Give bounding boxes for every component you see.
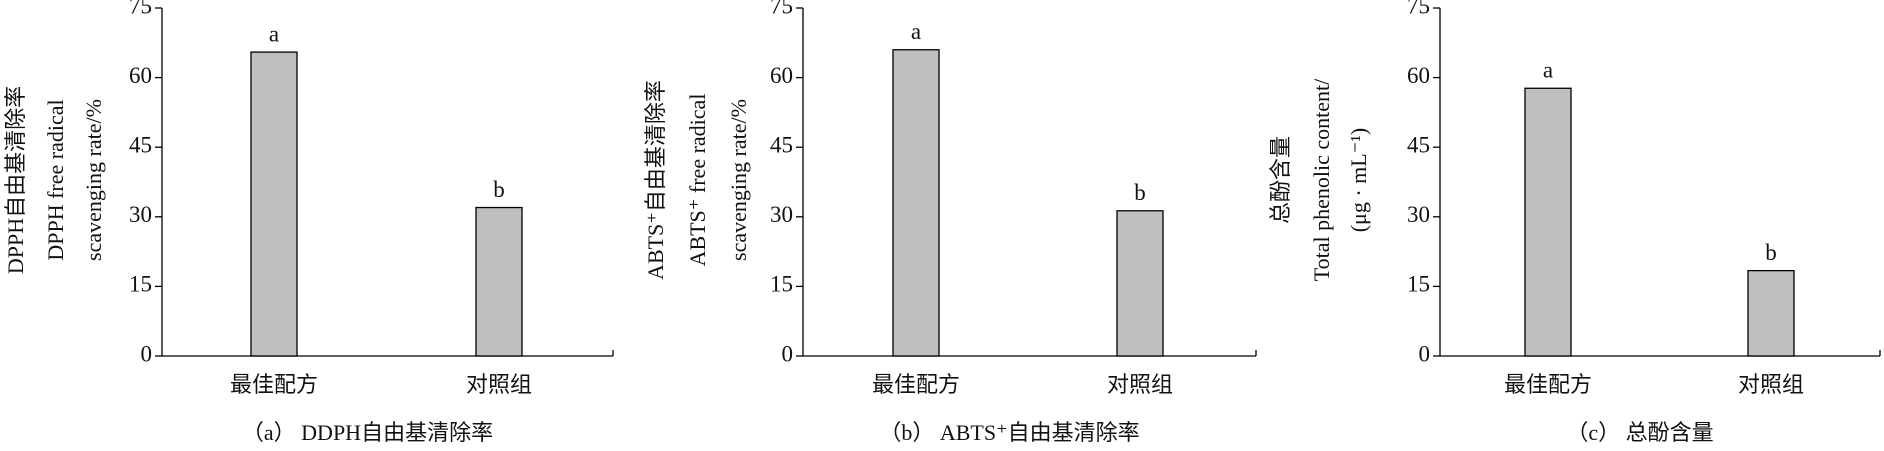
bar-annotation: b (493, 177, 505, 202)
y-axis-label: DPPH自由基清除率 (3, 86, 28, 274)
y-tick-label: 0 (141, 341, 153, 366)
y-axis-label: DPPH free radical (43, 99, 68, 260)
y-tick-label: 75 (1407, 0, 1430, 18)
y-tick-label: 45 (129, 132, 152, 157)
y-tick-label: 15 (770, 272, 793, 297)
bar (475, 206, 523, 357)
bar (250, 51, 298, 357)
y-axis-label: scavenging rate/% (81, 99, 106, 261)
bar-annotation: a (1543, 58, 1553, 83)
bar (1524, 87, 1572, 357)
y-tick-label: 60 (770, 63, 793, 88)
y-axis-label: (μg · mL⁻¹) (1346, 128, 1371, 233)
caption: （c） 总酚含量 (1566, 420, 1713, 445)
bar-annotation: b (1134, 180, 1146, 205)
y-axis-label: scavenging rate/% (726, 99, 751, 261)
x-tick-label: 最佳配方 (230, 372, 318, 397)
bar-annotation: a (269, 21, 279, 46)
y-tick-label: 30 (129, 202, 152, 227)
y-tick-label: 60 (129, 63, 152, 88)
y-axis-label: Total phenolic content/ (1309, 78, 1334, 281)
x-tick-label: 对照组 (1738, 372, 1804, 397)
caption: （b） ABTS⁺自由基清除率 (879, 420, 1139, 445)
x-tick-label: 对照组 (1107, 372, 1173, 397)
x-tick-label: 最佳配方 (872, 372, 960, 397)
x-tick-label: 对照组 (466, 372, 532, 397)
y-tick-label: 75 (770, 0, 793, 18)
y-tick-label: 0 (782, 341, 794, 366)
bar (1747, 269, 1795, 357)
bar-annotation: a (911, 19, 921, 44)
y-tick-label: 0 (1419, 341, 1431, 366)
y-tick-label: 15 (129, 272, 152, 297)
y-axis-label: ABTS⁺自由基清除率 (643, 80, 668, 280)
y-tick-label: 75 (129, 0, 152, 18)
y-tick-label: 30 (1407, 202, 1430, 227)
bar (892, 49, 940, 357)
y-tick-label: 60 (1407, 63, 1430, 88)
y-axis-label: ABTS⁺ free radical (685, 94, 710, 267)
y-tick-label: 45 (1407, 132, 1430, 157)
y-tick-label: 15 (1407, 272, 1430, 297)
caption: （a） DDPH自由基清除率 (242, 420, 493, 445)
y-axis-label: 总酚含量 (1268, 136, 1293, 224)
y-tick-label: 30 (770, 202, 793, 227)
bar-annotation: b (1765, 240, 1777, 265)
x-tick-label: 最佳配方 (1504, 372, 1592, 397)
y-tick-label: 45 (770, 132, 793, 157)
bar (1116, 210, 1164, 357)
